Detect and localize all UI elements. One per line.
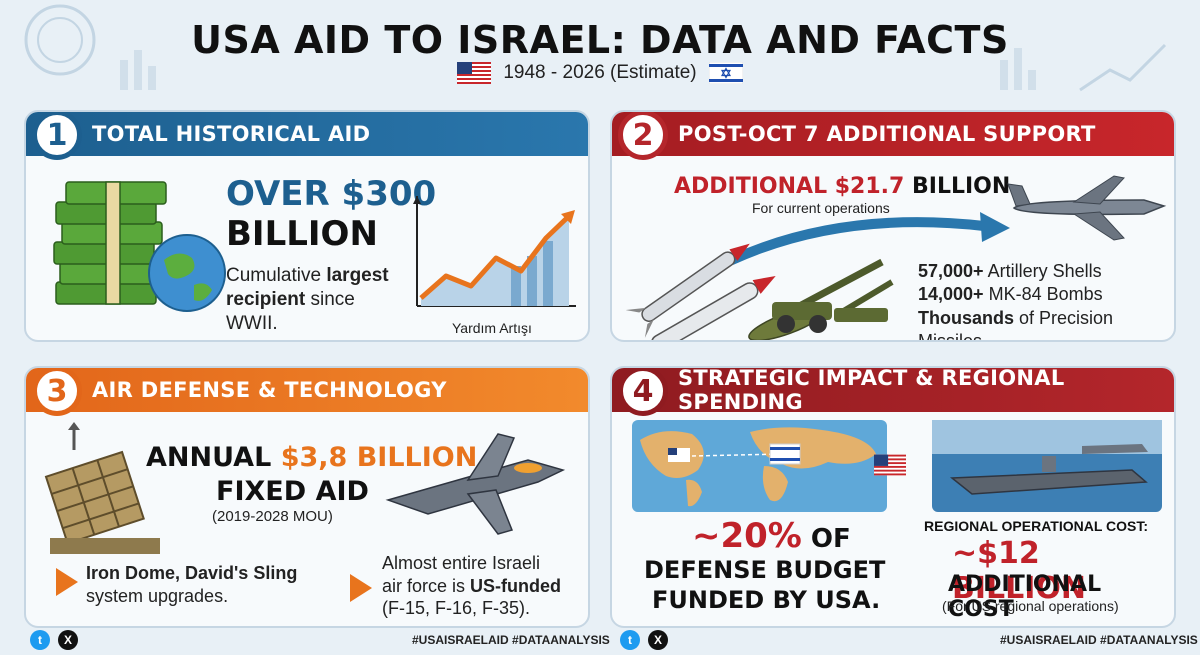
fact-mk84-bombs: 14,000+ MK-84 Bombs	[918, 284, 1103, 305]
panel-4-funded-by: FUNDED BY USA.	[652, 586, 881, 614]
panel-1-heading: TOTAL HISTORICAL AID	[92, 122, 371, 146]
iron-dome-launcher-icon	[44, 422, 160, 554]
panel-1-amount-line2: BILLION	[226, 214, 378, 254]
bullet-arrow-icon	[350, 574, 372, 602]
panel-3-item-1: Iron Dome, David's Sling system upgrades…	[86, 563, 298, 606]
panel-4-heading: STRATEGIC IMPACT & REGIONAL SPENDING	[678, 366, 1065, 414]
growth-chart-icon	[413, 196, 576, 307]
fact-artillery-shells: 57,000+ Artillery Shells	[918, 261, 1102, 281]
panel-air-defense: AIR DEFENSE & TECHNOLOGY 3 ANNUAL $3,8 B…	[24, 366, 590, 628]
world-map-icon	[632, 420, 887, 512]
x-icon[interactable]: X	[58, 630, 78, 650]
panel-4-regional-label: REGIONAL OPERATIONAL COST:	[924, 518, 1149, 534]
us-flag-icon	[874, 454, 906, 476]
panel-post-oct7-support: POST-OCT 7 ADDITIONAL SUPPORT 2 ADDITION…	[610, 110, 1176, 342]
panel-2-number: 2	[618, 112, 668, 160]
panel-3-heading: AIR DEFENSE & TECHNOLOGY	[92, 378, 447, 402]
subtitle-row: 1948 - 2026 (Estimate)	[0, 62, 1200, 84]
social-icons-left: t X	[30, 630, 78, 650]
panel-2-header: POST-OCT 7 ADDITIONAL SUPPORT	[612, 112, 1174, 156]
panel-total-historical-aid: TOTAL HISTORICAL AID 1 OVER $300 BILLION…	[24, 110, 590, 342]
panel-3-item-2: Almost entire Israeli air force is US-fu…	[382, 553, 562, 618]
money-stack-icon	[53, 181, 167, 305]
panel-4-regional-value: ~$12 BILLION	[952, 536, 1087, 606]
panel-1-number: 1	[32, 112, 82, 160]
fighter-jet-icon	[385, 433, 566, 535]
panel-2-facts: 57,000+ Artillery Shells 14,000+ MK-84 B…	[918, 260, 1174, 342]
panel-3-header: AIR DEFENSE & TECHNOLOGY	[26, 368, 588, 412]
israel-flag-icon	[708, 62, 743, 84]
panel-3-fixed-aid: FIXED AID	[216, 476, 369, 507]
aircraft-carrier-icon	[932, 420, 1162, 512]
panel-4-percent: ~20% OF	[692, 516, 851, 556]
twitter-icon[interactable]: t	[620, 630, 640, 650]
bullet-arrow-icon	[56, 568, 78, 596]
panel-4-defense-budget: DEFENSE BUDGET	[644, 556, 886, 584]
fact-precision-missiles: Thousands of Precision Missiles.	[918, 307, 1114, 342]
panel-2-heading: POST-OCT 7 ADDITIONAL SUPPORT	[678, 122, 1096, 146]
subtitle-text: 1948 - 2026 (Estimate)	[503, 62, 697, 83]
panel-2-amount: ADDITIONAL $21.7 BILLION	[674, 174, 1011, 199]
artillery-icon	[772, 258, 894, 333]
us-flag-icon	[457, 62, 492, 84]
panel-4-header: STRATEGIC IMPACT & REGIONAL SPENDING	[612, 366, 1174, 414]
panel-1-header: TOTAL HISTORICAL AID	[26, 112, 588, 156]
x-icon[interactable]: X	[648, 630, 668, 650]
panel-strategic-impact: STRATEGIC IMPACT & REGIONAL SPENDING 4 ~…	[610, 366, 1176, 628]
hashtags-left: #USAISRAELAID #DATAANALYSIS	[412, 633, 610, 647]
panel-4-number: 4	[618, 368, 668, 416]
social-icons-right: t X	[620, 630, 668, 650]
hashtags-right: #USAISRAELAID #DATAANALYSIS	[1000, 633, 1198, 647]
trend-arrow-icon	[727, 212, 1010, 265]
panel-1-amount-line1: OVER $300	[226, 174, 437, 214]
cargo-plane-icon	[1007, 175, 1167, 241]
twitter-icon[interactable]: t	[30, 630, 50, 650]
page-title: USA AID TO ISRAEL: DATA AND FACTS	[191, 18, 1009, 62]
globe-icon	[148, 234, 226, 312]
panel-2-amount-note: For current operations	[752, 200, 890, 216]
panel-4-regional-note: (For US regional operations)	[942, 598, 1119, 614]
panel-1-description: Cumulative largest recipient since WWII.	[226, 265, 389, 334]
panel-3-annual: ANNUAL $3,8 BILLION	[146, 442, 478, 473]
panel-4-additional-cost: ADDITIONAL COST	[948, 572, 1102, 622]
panel-1-chart-label: Yardım Artışı	[452, 320, 532, 336]
panel-3-number: 3	[32, 368, 82, 416]
panel-3-mou: (2019-2028 MOU)	[212, 508, 333, 525]
